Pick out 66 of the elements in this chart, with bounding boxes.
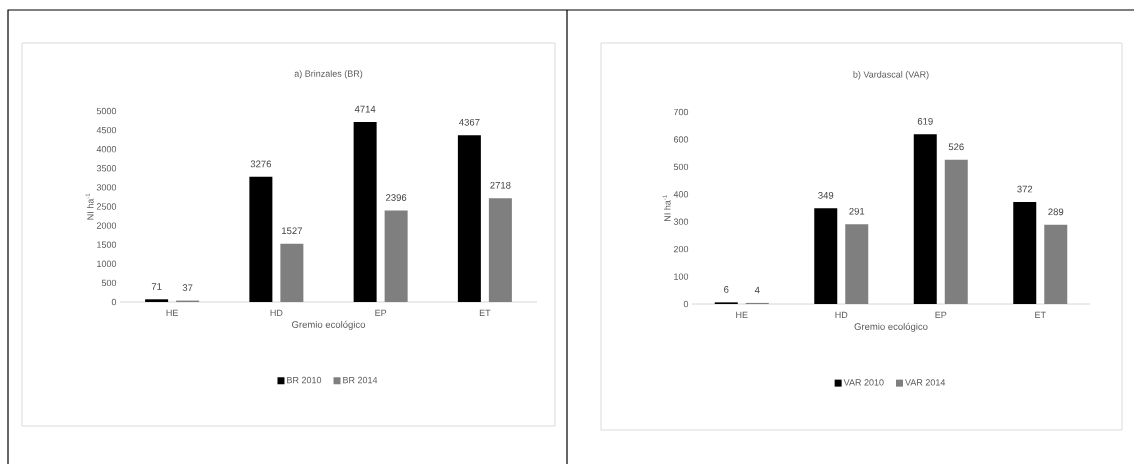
y-tick-label: 0 — [683, 300, 689, 308]
x-tick-label: HE — [736, 311, 748, 318]
legend-label: VAR 2010 — [843, 379, 884, 386]
data-label: 2718 — [490, 181, 511, 189]
data-label: 3276 — [250, 160, 272, 168]
y-tick-label: 100 — [674, 273, 689, 280]
x-tick-label: EP — [375, 309, 387, 316]
bar — [249, 176, 273, 302]
y-tick-label: 600 — [673, 136, 689, 143]
data-label: 2396 — [386, 194, 407, 201]
y-tick-label: 5000 — [96, 107, 117, 115]
data-label: 349 — [818, 192, 834, 199]
bar — [913, 134, 937, 304]
x-axis-title: Gremio ecológico — [854, 322, 928, 332]
y-tick-label: 3000 — [96, 184, 117, 191]
data-label: 4714 — [354, 105, 376, 113]
y-tick-label: 3500 — [96, 165, 117, 172]
y-tick-label: 400 — [673, 191, 689, 198]
legend-label: BR 2010 — [287, 376, 322, 384]
y-tick-label: 300 — [673, 218, 689, 225]
bar — [488, 198, 512, 302]
data-label: 4367 — [459, 118, 480, 126]
bar — [944, 159, 968, 304]
bar — [457, 135, 481, 302]
bar — [353, 121, 377, 302]
chart-title: a) Brinzales (BR) — [294, 70, 363, 79]
y-tick-label: 2500 — [96, 203, 117, 210]
x-tick-label: EP — [935, 311, 947, 318]
data-label: 1527 — [282, 227, 302, 235]
y-tick-label: 2000 — [96, 222, 117, 229]
chart-title: b) Vardascal (VAR) — [853, 71, 929, 80]
y-tick-label: 1000 — [97, 260, 117, 267]
y-tick-label: 500 — [101, 279, 117, 287]
bar — [145, 299, 169, 302]
x-tick-label: ET — [479, 309, 491, 316]
y-tick-label: 700 — [673, 108, 689, 116]
data-label: 526 — [948, 143, 964, 151]
bar — [280, 243, 304, 302]
bar — [384, 210, 408, 302]
x-tick-label: HD — [835, 311, 848, 318]
data-label: 71 — [151, 283, 162, 290]
data-label: 619 — [917, 117, 933, 125]
y-tick-label: 500 — [673, 163, 689, 171]
x-tick-label: HD — [270, 309, 283, 316]
data-label: 372 — [1017, 185, 1033, 193]
data-label: 289 — [1048, 208, 1064, 216]
bar — [1013, 201, 1037, 304]
x-tick-label: ET — [1035, 311, 1046, 318]
bar — [814, 208, 838, 304]
legend-label: BR 2014 — [343, 376, 378, 384]
bar — [845, 224, 869, 304]
y-tick-label: 4000 — [96, 146, 117, 153]
y-tick-label: 1500 — [97, 241, 117, 248]
y-tick-label: 4500 — [96, 126, 117, 134]
x-tick-label: HE — [166, 309, 178, 316]
y-axis-title: NI ha$^{-1}$ — [662, 195, 671, 221]
data-label: 4 — [754, 286, 760, 294]
data-label: 6 — [724, 286, 729, 293]
y-axis-title: NI ha$^{-1}$ — [85, 193, 94, 220]
x-axis-title: Gremio ecológico — [292, 320, 366, 330]
bar — [1044, 224, 1068, 304]
legend-label: VAR 2014 — [905, 379, 946, 386]
data-label: 291 — [849, 207, 865, 215]
y-tick-label: 0 — [111, 298, 117, 306]
y-tick-label: 200 — [673, 245, 689, 253]
data-label: 37 — [182, 284, 193, 292]
